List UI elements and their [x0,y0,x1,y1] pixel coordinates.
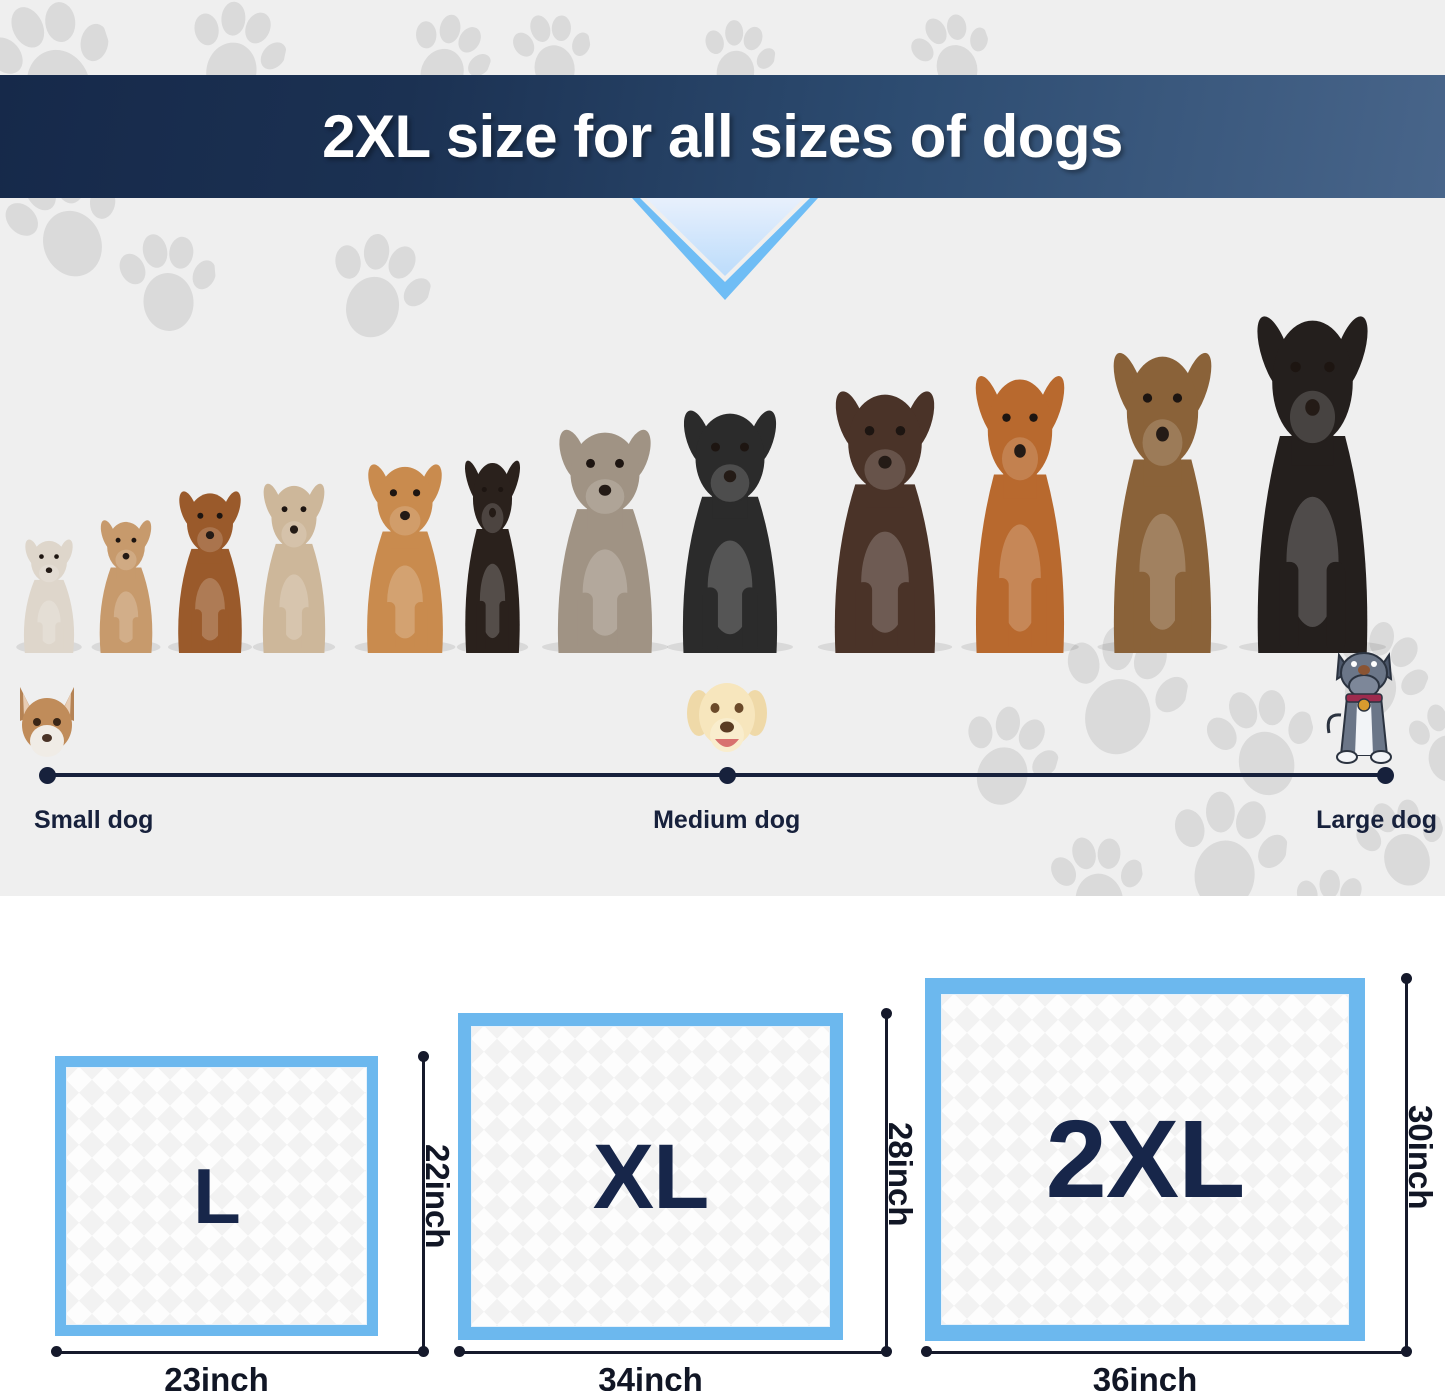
dimension-endpoint-dot [921,1346,932,1357]
paw-print-icon [1164,783,1292,896]
pad-width-label: 23inch [164,1361,269,1391]
width-dimension-line [55,1351,422,1354]
dog-figure [245,477,343,654]
paw-print-icon [947,694,1069,825]
dog-figure [450,453,535,654]
dog-figure [85,515,167,654]
dimension-endpoint-dot [1401,973,1412,984]
paw-print-icon [1405,697,1445,792]
dog-figure [1085,341,1240,654]
dog-figure [160,485,260,654]
pad-size-item: 2XL 36inch 30inch [0,896,1445,1391]
paw-print-icon [1285,862,1381,896]
scale-point-label: Medium dog [653,806,801,834]
scale-point-dot [1377,767,1394,784]
paw-print-icon [1197,674,1328,816]
pad-size-item: XL 34inch 28inch [0,896,1445,1391]
chihuahua-face-icon [12,681,82,770]
dimension-endpoint-dot [454,1346,465,1357]
paw-print-icon [1046,827,1151,896]
pad-size-comparison: L 23inch 22inch XL 34inch 28inch 2XL 36inch 30in… [0,896,1445,1391]
chevron-down-icon [632,198,818,311]
scale-point-label: Large dog [1316,806,1437,834]
scale-point-dot [39,767,56,784]
height-dimension-line [422,1056,425,1351]
width-dimension-line [458,1351,885,1354]
pad-size-item: L 23inch 22inch [0,896,1445,1391]
dog-figure [345,457,465,654]
paw-print-icon [1347,785,1445,896]
scale-point-label: Small dog [34,806,154,834]
scale-point-dot [718,767,736,784]
dimension-endpoint-dot [881,1346,892,1357]
pad-size-label: XL [592,1125,710,1228]
dog-figure [805,381,965,654]
dog-figure [655,401,805,654]
dimension-endpoint-dot [418,1051,429,1062]
width-dimension-line [925,1351,1405,1354]
dog-figure [10,535,88,654]
dog-figure [950,365,1090,654]
pee-pad-2xl: 2XL [925,978,1365,1341]
height-dimension-line [1405,978,1408,1351]
large-dog-body-icon [1317,637,1411,770]
dimension-endpoint-dot [881,1008,892,1019]
title-banner: 2XL size for all sizes of dogs [0,75,1445,198]
dog-lineup-row [0,278,1445,654]
dimension-endpoint-dot [418,1346,429,1357]
labrador-face-icon [684,671,770,770]
size-scale-line [47,773,1385,777]
pee-pad-l: L [55,1056,378,1336]
page-title: 2XL size for all sizes of dogs [322,103,1123,170]
dimension-endpoint-dot [1401,1346,1412,1357]
pad-height-label: 30inch [1402,1104,1439,1210]
pad-width-label: 34inch [598,1361,703,1391]
dimension-endpoint-dot [51,1346,62,1357]
dog-figure [1225,303,1400,654]
height-dimension-line [885,1013,888,1351]
pad-size-label: L [193,1152,241,1240]
pee-pad-xl: XL [458,1013,843,1340]
pad-width-label: 36inch [1092,1361,1198,1391]
dog-figure [530,421,680,654]
pad-size-label: 2XL [1045,1097,1246,1221]
